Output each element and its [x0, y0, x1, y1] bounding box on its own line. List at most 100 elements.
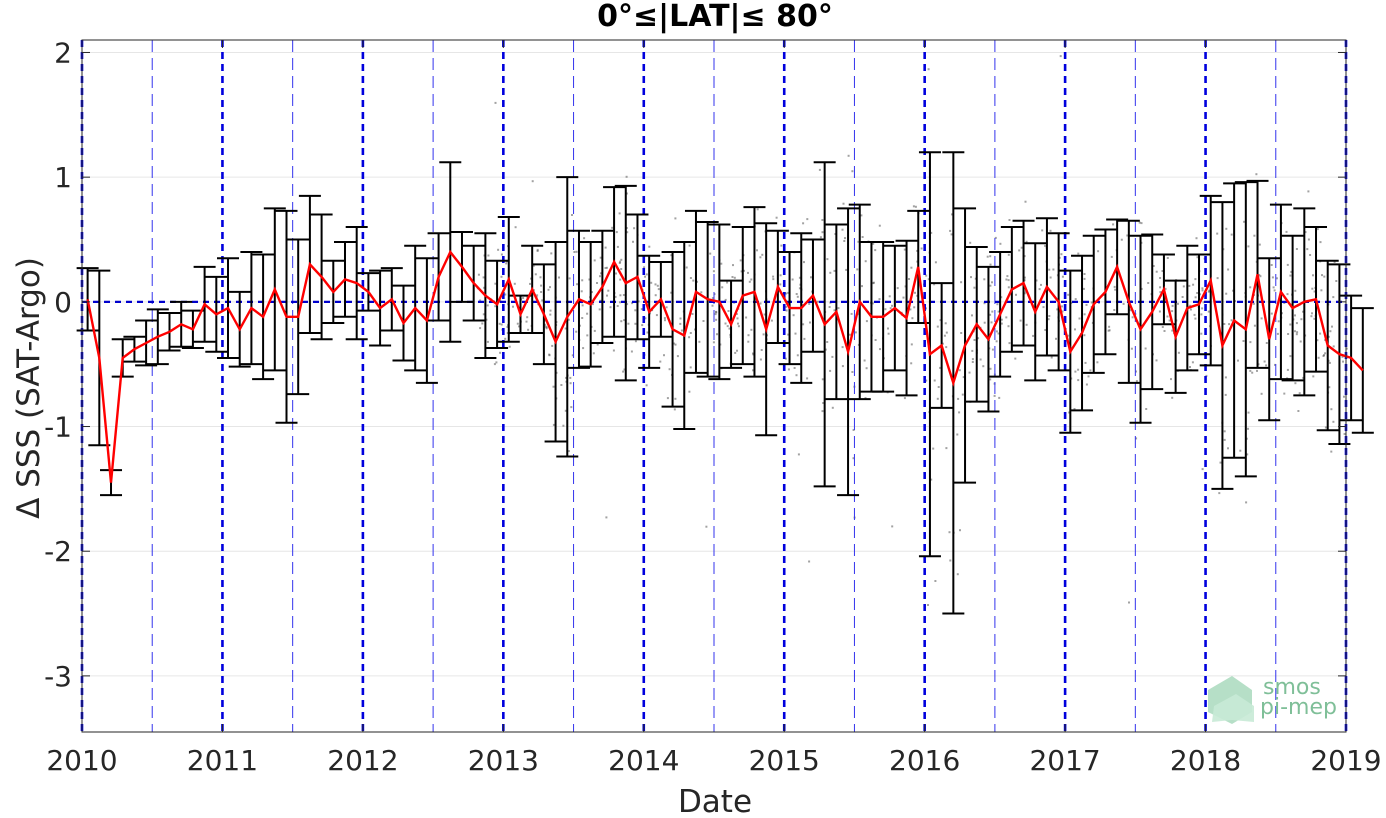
scatter-point	[622, 294, 625, 296]
scatter-point	[591, 303, 594, 306]
scatter-point	[726, 325, 729, 328]
scatter-point	[665, 306, 668, 309]
scatter-point	[664, 319, 666, 322]
scatter-point	[1196, 256, 1199, 259]
scatter-point	[622, 370, 625, 373]
scatter-point	[1007, 253, 1010, 256]
chart-title: 0°≤|LAT|≤ 80°	[597, 0, 833, 34]
scatter-point	[1252, 302, 1255, 305]
scatter-point	[872, 242, 875, 245]
scatter-point	[586, 334, 589, 337]
y-tick-label: -1	[44, 411, 72, 444]
scatter-point	[780, 244, 783, 247]
logo-text-smos: smos	[1263, 675, 1321, 700]
scatter-point	[925, 307, 927, 310]
scatter-point	[1201, 468, 1204, 471]
scatter-point	[1321, 274, 1323, 277]
scatter-point	[847, 154, 850, 157]
scatter-point	[1310, 315, 1313, 318]
y-tick-label: -3	[44, 660, 72, 693]
scatter-point	[934, 261, 937, 264]
scatter-point	[688, 244, 691, 247]
scatter-point	[1077, 379, 1080, 382]
scatter-point	[570, 406, 573, 409]
x-tick-label: 2013	[468, 744, 539, 777]
scatter-point	[817, 300, 819, 303]
scatter-point	[1287, 333, 1290, 335]
x-tick-label: 2016	[889, 744, 960, 777]
scatter-point	[1114, 288, 1117, 291]
scatter-point	[1170, 378, 1172, 381]
scatter-point	[1161, 270, 1164, 272]
scatter-point	[1189, 308, 1192, 311]
scatter-point	[640, 308, 643, 311]
scatter-point	[1047, 318, 1050, 321]
scatter-point	[796, 295, 799, 298]
scatter-point	[531, 180, 534, 183]
scatter-point	[567, 450, 570, 453]
plot-frame	[81, 39, 1347, 733]
scatter-point	[762, 333, 765, 336]
scatter-point	[916, 249, 919, 252]
scatter-point	[779, 274, 782, 277]
scatter-point	[1145, 408, 1148, 410]
scatter-point	[1144, 347, 1147, 350]
scatter-point	[983, 302, 986, 305]
scatter-point	[1323, 275, 1326, 278]
scatter-point	[714, 313, 717, 316]
scatter-point	[632, 240, 634, 243]
scatter-point	[1289, 355, 1292, 358]
scatter-point	[514, 226, 517, 229]
scatter-point	[806, 377, 809, 380]
scatter-point	[494, 101, 497, 104]
scatter-point	[1007, 279, 1010, 282]
scatter-point	[663, 317, 666, 320]
scatter-point	[865, 367, 868, 370]
scatter-point	[1328, 386, 1331, 389]
scatter-point	[1295, 322, 1298, 325]
scatter-point	[1270, 312, 1273, 315]
scatter-point	[1000, 322, 1003, 325]
scatter-point	[1008, 219, 1011, 221]
scatter-point	[494, 282, 497, 285]
scatter-point	[802, 323, 805, 326]
scatter-point	[930, 231, 933, 234]
scatter-point	[865, 320, 868, 323]
scatter-point	[494, 305, 497, 308]
scatter-point	[903, 248, 906, 251]
scatter-point	[752, 352, 754, 355]
scatter-point	[1207, 310, 1210, 313]
scatter-point	[497, 248, 500, 251]
scatter-point	[796, 354, 799, 357]
scatter-point	[991, 281, 993, 284]
scatter-point	[648, 245, 651, 248]
scatter-point	[1000, 296, 1003, 299]
scatter-point	[961, 393, 964, 396]
y-tick-label: 1	[54, 161, 72, 194]
scatter-point	[874, 339, 877, 341]
scatter-point	[599, 256, 602, 259]
scatter-point	[485, 318, 488, 321]
scatter-point	[979, 358, 982, 361]
scatter-point	[1224, 376, 1227, 379]
scatter-point	[562, 424, 565, 427]
scatter-point	[604, 246, 607, 249]
scatter-point	[995, 330, 998, 333]
scatter-point	[1014, 357, 1017, 360]
scatter-point	[616, 305, 619, 307]
scatter-point	[583, 237, 586, 240]
scatter-point	[891, 525, 894, 528]
scatter-point	[605, 266, 608, 269]
x-axis-label: Date	[678, 784, 752, 818]
scatter-point	[1201, 287, 1204, 290]
scatter-point	[989, 378, 992, 381]
scatter-point	[1223, 430, 1226, 433]
scatter-point	[1224, 393, 1227, 396]
scatter-point	[989, 313, 992, 316]
scatter-point	[1089, 369, 1092, 372]
scatter-point	[650, 281, 653, 284]
scatter-point	[625, 192, 628, 195]
scatter-point	[910, 266, 913, 269]
scatter-point	[529, 282, 531, 285]
scatter-point	[989, 284, 992, 287]
